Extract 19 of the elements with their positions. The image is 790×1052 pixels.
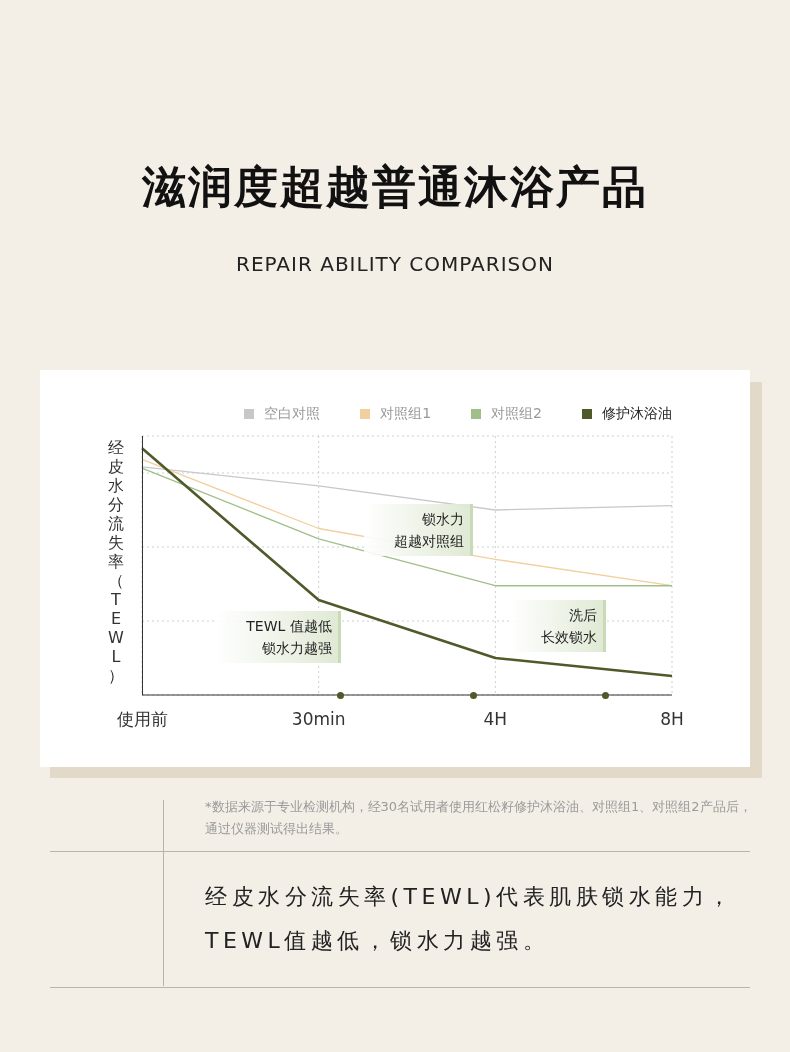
x-tick-label: 30min: [291, 709, 346, 730]
chart-title: 滋润度超越普通沐浴产品: [141, 160, 649, 214]
chart-subtitle: REPAIR ABILITY COMPARISON: [235, 252, 555, 276]
x-tick-label: 8H: [660, 709, 684, 730]
legend-label: 修护沐浴油: [601, 405, 672, 423]
legend-label: 空白对照: [263, 405, 321, 423]
legend-label: 对照组2: [490, 405, 542, 423]
annotation: 超越对照组: [394, 531, 465, 551]
text: 经皮水分流失率(TEWL)代表肌肤锁水能力，TEWL值越低，锁水力越强。: [205, 883, 736, 955]
annotation: 锁水力越强: [261, 639, 332, 659]
annotation: TEWL 值越低: [246, 617, 332, 637]
x-tick-label: 4H: [483, 709, 508, 730]
annotation: 长效锁水: [540, 627, 597, 647]
annotation: 锁水力: [422, 509, 465, 529]
annotation: 洗后: [568, 605, 597, 625]
x-tick-label: 使用前: [116, 709, 168, 730]
legend-label: 对照组1: [379, 405, 432, 423]
text: *数据来源于专业检测机构，经30名试用者使用红松籽修护沐浴油、对照组1、对照组2产品后，通过仪器测试得出结果。: [205, 798, 753, 838]
text: 经皮水分流失率（TEWL）: [108, 438, 124, 685]
